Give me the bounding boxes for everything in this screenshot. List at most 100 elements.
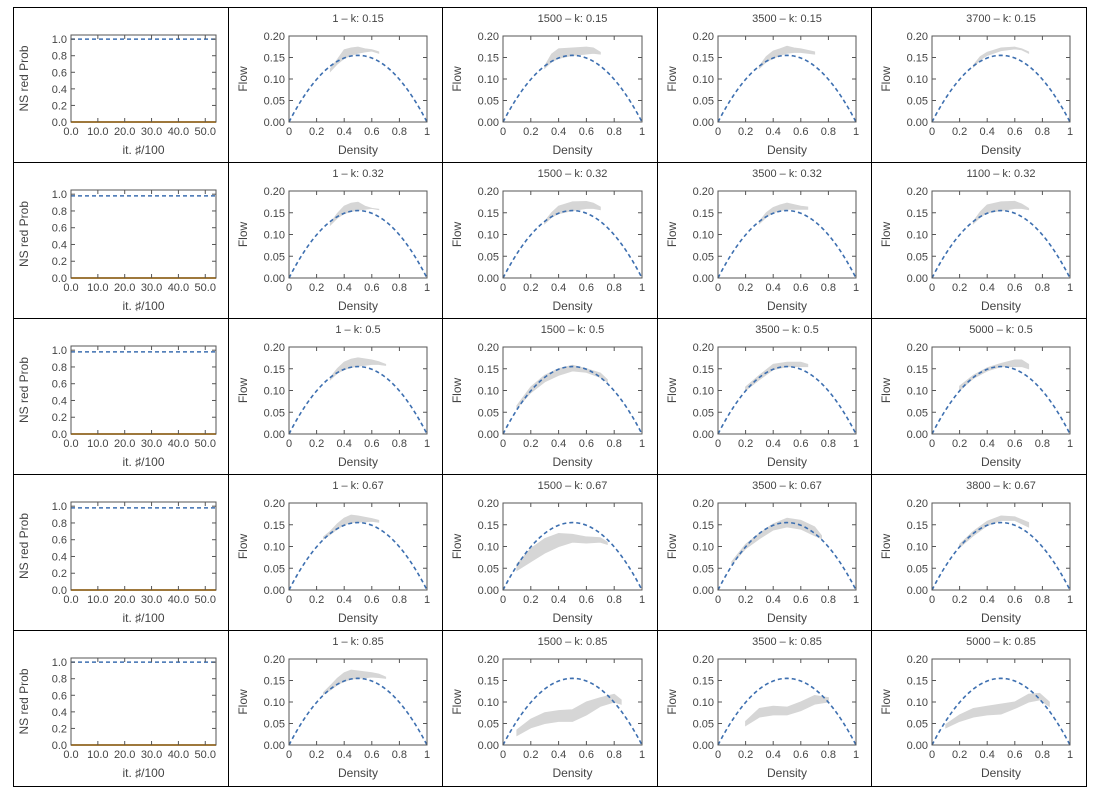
dashed-flow-curve — [502, 209, 643, 279]
x-axis-label: Density — [338, 299, 378, 313]
dashed-flow-curve — [502, 54, 643, 123]
y-tick-label: 0.20 — [478, 31, 499, 43]
y-tick-label: 0.05 — [907, 407, 928, 419]
y-tick-label: 0.6 — [52, 67, 67, 79]
x-tick-label: 1 — [1067, 126, 1073, 138]
x-tick-label: 50.0 — [195, 126, 216, 138]
y-tick-label: 0.15 — [478, 676, 499, 688]
y-axis-label: NS red Prob — [17, 201, 31, 267]
x-tick-label: 30.0 — [141, 749, 162, 761]
y-axis-label: NS red Prob — [17, 668, 31, 734]
y-tick-label: 0.10 — [693, 697, 714, 709]
x-tick-label: 0.8 — [392, 126, 407, 138]
x-tick-label: 0.2 — [309, 438, 324, 450]
x-tick-label: 0.6 — [793, 282, 808, 294]
x-tick-label: 30.0 — [141, 282, 162, 294]
x-tick-label: 0.2 — [738, 594, 753, 606]
x-tick-label: 0.4 — [980, 282, 995, 294]
x-axis-label: Density — [981, 143, 1021, 157]
y-tick-label: 0.4 — [52, 551, 67, 563]
chart-cell: 0.0 10.0 20.0 30.0 40.0 50.0 0.0 0.2 0.4 0.6 0.8 1.… — [14, 163, 229, 319]
x-axis-label: it. ♯/100 — [122, 143, 164, 157]
y-tick-label: 0.05 — [693, 251, 714, 263]
x-tick-label: 40.0 — [168, 438, 189, 450]
chart-cell: 1500 – k: 0.67 0 0.2 0.4 0.6 0.8 1 0.00 0.05 0.10… — [443, 475, 658, 631]
x-tick-label: 0 — [929, 438, 935, 450]
y-axis-label: Flow — [450, 534, 464, 560]
y-tick-label: 0.05 — [907, 251, 928, 263]
x-tick-label: 0.2 — [952, 749, 967, 761]
y-axis-label: Flow — [450, 378, 464, 404]
chart-r2-c4: 5000 – k: 0.5 0 0.2 0.4 0.6 0.8 1 0.00 0.05 0.10 0… — [879, 324, 1073, 469]
y-tick-label: 0.10 — [693, 386, 714, 398]
chart-cell: 3800 – k: 0.67 0 0.2 0.4 0.6 0.8 1 0.00 0.05 0.10… — [872, 475, 1086, 631]
y-axis-label: Flow — [236, 66, 250, 92]
x-tick-label: 10.0 — [87, 438, 108, 450]
x-tick-label: 0.6 — [579, 282, 594, 294]
y-tick-label: 0.20 — [907, 342, 928, 354]
chart-title: 1100 – k: 0.32 — [967, 168, 1036, 180]
x-tick-label: 0 — [500, 438, 506, 450]
x-tick-label: 0.6 — [793, 126, 808, 138]
y-tick-label: 0.20 — [907, 654, 928, 666]
y-tick-label: 0.0 — [52, 273, 67, 285]
x-tick-label: 40.0 — [168, 594, 189, 606]
x-tick-label: 0 — [500, 749, 506, 761]
x-tick-label: 0.8 — [392, 594, 407, 606]
y-tick-label: 0.00 — [478, 273, 499, 285]
dashed-flow-curve — [502, 521, 643, 591]
y-tick-label: 0.20 — [907, 498, 928, 510]
flow-band — [959, 515, 1030, 549]
x-tick-label: 1 — [853, 282, 859, 294]
y-tick-label: 0.20 — [693, 498, 714, 510]
x-axis-label: Density — [981, 299, 1021, 313]
y-tick-label: 0.00 — [693, 117, 714, 129]
x-tick-label: 30.0 — [141, 126, 162, 138]
y-tick-label: 0.2 — [52, 256, 67, 268]
x-tick-label: 0.6 — [579, 438, 594, 450]
chart-r4-c4: 5000 – k: 0.85 0 0.2 0.4 0.6 0.8 1 0.00 0.05 0.10… — [879, 636, 1073, 780]
dashed-flow-curve — [288, 54, 428, 123]
y-tick-label: 0.20 — [478, 654, 499, 666]
flow-band — [945, 692, 1050, 729]
x-tick-label: 0.2 — [738, 282, 753, 294]
chart-cell: 3500 – k: 0.85 0 0.2 0.4 0.6 0.8 1 0.00 0.05 0.10… — [658, 631, 872, 786]
y-tick-label: 0.8 — [52, 674, 67, 686]
x-tick-label: 0.4 — [766, 126, 781, 138]
x-tick-label: 0.4 — [337, 282, 352, 294]
y-tick-label: 0.00 — [264, 429, 285, 441]
y-tick-label: 0.00 — [264, 117, 285, 129]
y-tick-label: 0.15 — [907, 208, 928, 220]
y-axis-label: Flow — [879, 66, 893, 92]
y-tick-label: 0.20 — [264, 342, 285, 354]
x-tick-label: 1 — [1067, 594, 1073, 606]
x-tick-label: 0.2 — [738, 438, 753, 450]
y-tick-label: 0.10 — [264, 386, 285, 398]
y-tick-label: 0.05 — [478, 407, 499, 419]
chart-r1-c3: 3500 – k: 0.32 0 0.2 0.4 0.6 0.8 1 0.00 0.05 0.10… — [665, 168, 859, 313]
x-tick-label: 0.4 — [551, 594, 566, 606]
chart-cell: 0.0 10.0 20.0 30.0 40.0 50.0 0.0 0.2 0.4 0.6 0.8 1.… — [14, 631, 229, 786]
x-tick-label: 1 — [853, 438, 859, 450]
chart-r1-c2: 1500 – k: 0.32 0 0.2 0.4 0.6 0.8 1 0.00 0.05 0.10… — [450, 168, 645, 313]
chart-title: 1 – k: 0.5 — [335, 324, 380, 336]
y-tick-label: 0.05 — [478, 251, 499, 263]
y-tick-label: 0.20 — [907, 31, 928, 43]
x-tick-label: 0.8 — [1035, 749, 1050, 761]
x-tick-label: 0.4 — [337, 438, 352, 450]
y-axis-label: Flow — [236, 378, 250, 404]
y-tick-label: 1.0 — [52, 345, 67, 357]
x-tick-label: 1 — [639, 126, 645, 138]
y-tick-label: 0.6 — [52, 535, 67, 547]
chart-cell: 0.0 10.0 20.0 30.0 40.0 50.0 0.0 0.2 0.4 0.6 0.8 1.… — [14, 8, 229, 163]
plot-frame — [70, 34, 217, 123]
x-tick-label: 1 — [639, 749, 645, 761]
x-axis-label: Density — [338, 455, 378, 469]
x-tick-label: 0 — [286, 749, 292, 761]
flow-band — [731, 517, 822, 566]
chart-cell: 1 – k: 0.32 0 0.2 0.4 0.6 0.8 1 0.00 0.05 0.10 0.1… — [229, 163, 443, 319]
y-tick-label: 0.8 — [52, 362, 67, 374]
x-tick-label: 1 — [853, 126, 859, 138]
chart-cell: 1 – k: 0.85 0 0.2 0.4 0.6 0.8 1 0.00 0.05 0.10 0.1… — [229, 631, 443, 786]
y-tick-label: 0.00 — [264, 585, 285, 597]
